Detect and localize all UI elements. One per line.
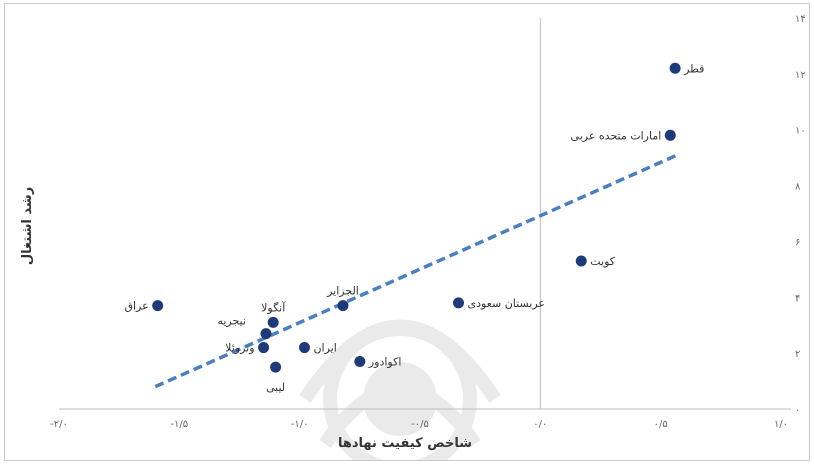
point-label: امارات متحده عربی	[571, 129, 662, 142]
point-label: ایران	[313, 342, 336, 355]
data-point	[298, 342, 310, 354]
data-point	[354, 356, 366, 368]
y-tick-label: ۲	[795, 349, 800, 360]
x-tick-labels: -۲/۰ -۱/۵ -۱/۰ -۰/۵ ۰/۰ ۰/۵ ۱/۰	[50, 419, 788, 430]
trendline	[154, 153, 679, 389]
data-point	[270, 361, 282, 373]
point-label: ونزوئلا	[225, 342, 254, 355]
point-label: قطر	[683, 62, 704, 75]
y-tick-label: ۱۲	[795, 70, 806, 81]
point-label: نیجریه	[217, 315, 246, 328]
y-tick-labels: ۰ ۲ ۴ ۶ ۸ ۱۰ ۱۲ ۱۴	[795, 14, 806, 416]
y-tick-label: ۶	[795, 237, 800, 248]
data-point	[664, 129, 676, 141]
point-label: لیبی	[266, 381, 285, 394]
data-point	[152, 300, 164, 312]
y-tick-label: ۴	[795, 293, 800, 304]
data-point	[575, 255, 587, 267]
data-point	[267, 316, 279, 328]
x-tick-label: -۰/۵	[411, 419, 429, 430]
point-label: کویت	[590, 255, 616, 268]
data-point	[260, 328, 272, 340]
y-axis-label: رشد اشتغال	[20, 187, 35, 265]
watermark-emblem	[299, 319, 501, 465]
scatter-chart: -۲/۰ -۱/۵ -۱/۰ -۰/۵ ۰/۰ ۰/۵ ۱/۰ ۰ ۲ ۴ ۶ ۸ ۱۰ ۱۲ ۱۴ قط…	[20, 14, 806, 465]
data-points	[152, 62, 681, 373]
data-point	[669, 62, 681, 74]
x-axis-label: شاخص کیفیت نهادها	[338, 436, 472, 451]
data-point	[453, 297, 465, 309]
point-label: الجزایر	[326, 285, 359, 298]
chart-frame: -۲/۰ -۱/۵ -۱/۰ -۰/۵ ۰/۰ ۰/۵ ۱/۰ ۰ ۲ ۴ ۶ ۸ ۱۰ ۱۲ ۱۴ قط…	[4, 3, 810, 465]
y-tick-label: ۰	[795, 405, 800, 416]
x-tick-label: -۱/۵	[170, 419, 188, 430]
y-tick-label: ۱۰	[795, 126, 806, 137]
point-label: اکوادور	[368, 356, 402, 369]
x-tick-label: ۰/۰	[533, 419, 547, 430]
point-labels: قطر امارات متحده عربی کویت عربستان سعودی الج…	[124, 62, 704, 394]
point-label: عربستان سعودی	[468, 297, 545, 310]
y-tick-label: ۱۴	[795, 14, 806, 25]
x-tick-label: ۰/۵	[654, 419, 668, 430]
x-tick-label: ۱/۰	[774, 419, 788, 430]
y-tick-label: ۸	[795, 182, 801, 193]
point-label: آنگولا	[261, 300, 286, 314]
x-tick-label: -۱/۰	[291, 419, 309, 430]
x-tick-label: -۲/۰	[50, 419, 68, 430]
point-label: عراق	[124, 300, 148, 313]
data-point	[337, 300, 349, 312]
data-point	[258, 342, 270, 354]
